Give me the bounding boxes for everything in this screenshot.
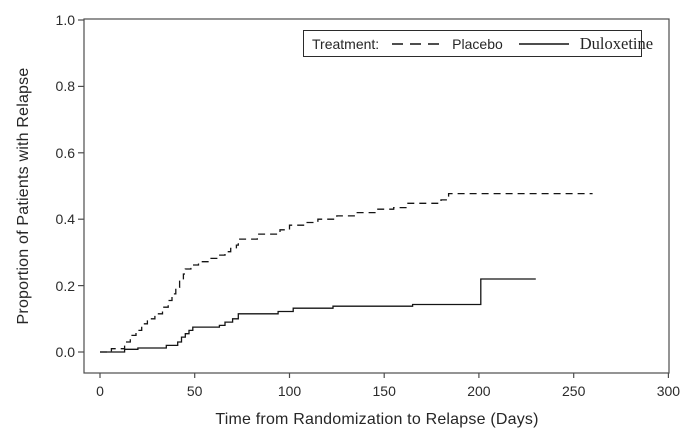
y-tick-label: 0.0	[55, 344, 75, 360]
x-axis-title: Time from Randomization to Relapse (Days…	[215, 411, 539, 428]
legend-box: Treatment: Placebo Duloxetine	[303, 30, 653, 57]
x-tick-label: 150	[372, 383, 396, 399]
legend-label-placebo: Placebo	[452, 35, 503, 52]
series-curve-duloxetine	[100, 278, 536, 353]
x-tick-label: 100	[277, 383, 302, 399]
placebo-dashed-line-icon	[392, 42, 443, 45]
x-tick-label: 50	[186, 383, 203, 399]
y-tick-label: 0.6	[55, 144, 75, 161]
y-axis-title: Proportion of Patients with Relapse	[15, 67, 32, 325]
legend-title: Treatment:	[312, 35, 380, 52]
x-tick-label: 200	[467, 383, 491, 399]
series-curve-placebo	[100, 192, 593, 353]
y-tick-label: 0.4	[55, 211, 75, 228]
x-tick-label: 300	[656, 383, 681, 399]
x-tick-label: 250	[562, 383, 586, 399]
x-tick-label: 0	[96, 383, 104, 399]
plot-frame	[83, 18, 670, 374]
y-tick-label: 1.0	[55, 12, 75, 28]
legend-label-duloxetine: Duloxetine	[579, 33, 654, 53]
y-tick-label: 0.2	[55, 277, 75, 294]
duloxetine-solid-line-icon	[518, 42, 569, 45]
y-tick-label: 0.8	[55, 78, 75, 95]
